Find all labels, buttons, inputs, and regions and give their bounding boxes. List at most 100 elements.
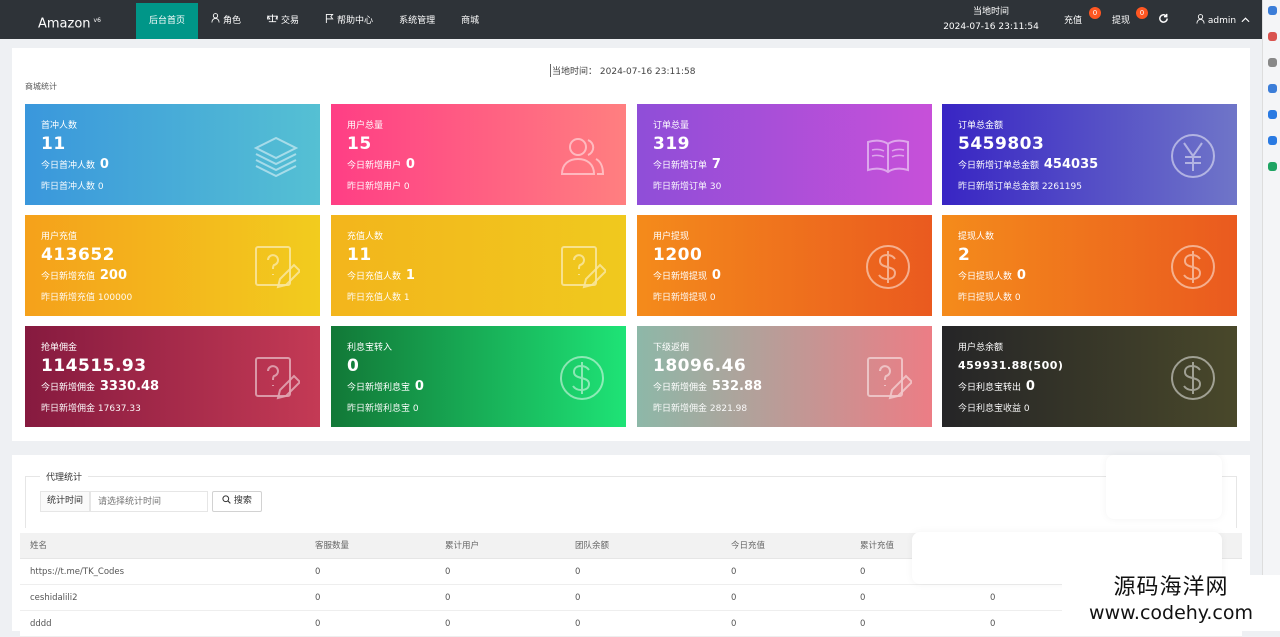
edit-icon: [252, 354, 302, 402]
nav-item-1[interactable]: 角色: [198, 3, 254, 39]
stat-card-title: 用户充值: [41, 232, 78, 242]
withdraw-label: 提现: [1112, 16, 1131, 26]
stat-card-yesterday: 昨日首冲人数 0: [41, 179, 104, 192]
nav-item-2[interactable]: 交易: [254, 3, 312, 39]
stat-card-today: 今日新增订单 7: [653, 157, 721, 172]
yesterday-value: 0: [412, 404, 419, 414]
stat-time-input[interactable]: [90, 491, 208, 512]
today-label: 今日新增利息宝: [347, 383, 411, 393]
extension-icon[interactable]: [1268, 58, 1277, 67]
withdraw-button[interactable]: 提现: [1112, 0, 1130, 39]
yesterday-label: 昨日新增用户: [347, 182, 402, 192]
table-cell: 0: [445, 567, 451, 577]
today-label: 今日充值人数: [347, 272, 402, 282]
stat-card-today: 今日首冲人数 0: [41, 157, 109, 172]
stat-card-title: 抢单佣金: [41, 343, 78, 353]
table-row[interactable]: ceshidalili2 0 0 0 0 0 0: [20, 585, 1242, 611]
today-label: 今日新增佣金: [41, 383, 96, 393]
yesterday-value: 17637.33: [97, 404, 141, 414]
dollar-icon: [1169, 243, 1217, 291]
browser-extension-strip: [1262, 0, 1280, 631]
table-cell: 0: [315, 619, 321, 629]
watermark-line1: 源码海洋网: [1113, 575, 1229, 600]
stat-card-yesterday: 今日利息宝收益 0: [958, 401, 1030, 414]
stat-card-yesterday: 昨日新增利息宝 0: [347, 401, 419, 414]
user-menu[interactable]: admin: [1196, 0, 1250, 39]
nav-item-label: 交易: [281, 16, 300, 26]
stat-card: 抢单佣金 114515.93 今日新增佣金 3330.48 昨日新增佣金 17637.…: [25, 326, 320, 427]
scale-icon: [266, 3, 280, 39]
watermark-line2: www.codehy.com: [1089, 602, 1253, 624]
today-label: 今日提现人数: [958, 272, 1013, 282]
table-cell: 0: [731, 619, 737, 629]
yesterday-label: 昨日新增佣金: [653, 404, 708, 414]
stat-card-title: 利息宝转入: [347, 343, 393, 353]
current-time-value: 2024-07-16 23:11:58: [599, 67, 696, 77]
search-label: 搜索: [233, 496, 252, 506]
stat-card: 提现人数 2 今日提现人数 0 昨日提现人数 0: [942, 215, 1237, 316]
top-navbar: Amazon v6 后台首页 角色 交易 帮助中心 系统管理 商城 当地时间 2024-07…: [0, 0, 1262, 39]
yesterday-label: 昨日首冲人数: [41, 182, 96, 192]
search-button[interactable]: 搜索: [212, 491, 262, 512]
nav-item-3[interactable]: 帮助中心: [312, 3, 386, 39]
table-cell: 0: [445, 619, 451, 629]
stat-card-value: 5459803: [958, 134, 1045, 154]
app-logo[interactable]: Amazon v6: [38, 0, 101, 44]
extension-icon[interactable]: [1268, 84, 1277, 93]
column-header[interactable]: 姓名: [30, 541, 48, 551]
stat-card-value: 15: [347, 134, 372, 154]
chevron-up-icon: [1241, 17, 1250, 23]
stat-card-title: 用户总余额: [958, 343, 1004, 353]
yesterday-value: 1: [403, 293, 410, 303]
column-header[interactable]: 客服数量: [315, 541, 350, 551]
today-value: 200: [99, 268, 128, 283]
yesterday-label: 昨日新增佣金: [41, 404, 96, 414]
refresh-icon: [1159, 13, 1168, 23]
edit-icon: [252, 243, 302, 291]
today-value: 0: [1016, 268, 1026, 283]
yesterday-label: 昨日新增提现: [653, 293, 708, 303]
edit-icon: [864, 354, 914, 402]
column-header[interactable]: 累计充值: [860, 541, 895, 551]
column-header[interactable]: 今日充值: [731, 541, 766, 551]
today-value: 7: [711, 157, 721, 172]
nav-item-0[interactable]: 后台首页: [136, 3, 199, 39]
stat-card-today: 今日新增订单总金额 454035: [958, 157, 1098, 172]
extension-icon[interactable]: [1268, 32, 1277, 41]
today-value: 0: [414, 379, 424, 394]
table-cell: 0: [990, 619, 996, 629]
stat-card: 订单总金额 5459803 今日新增订单总金额 454035 昨日新增订单总金额 22…: [942, 104, 1237, 205]
yesterday-value: 0: [709, 293, 716, 303]
flag-icon: [325, 3, 334, 39]
nav-item-label: 帮助中心: [337, 16, 374, 26]
extension-icon[interactable]: [1268, 136, 1277, 145]
stat-card: 用户提现 1200 今日新增提现 0 昨日新增提现 0: [637, 215, 932, 316]
stat-card-title: 下级返佣: [653, 343, 690, 353]
extension-icon[interactable]: [1268, 162, 1277, 171]
today-value: 0: [711, 268, 721, 283]
recharge-button[interactable]: 充值: [1064, 0, 1082, 39]
dollar-icon: [1169, 354, 1217, 402]
table-row[interactable]: dddd 0 0 0 0 0 0: [20, 611, 1242, 637]
stat-card-value: 0: [347, 356, 360, 376]
table-cell: 0: [575, 619, 581, 629]
today-label: 今日新增充值: [41, 272, 96, 282]
table-cell: dddd: [30, 619, 52, 629]
yesterday-value: 0: [1014, 293, 1021, 303]
extension-icon[interactable]: [1268, 6, 1277, 15]
stat-card-today: 今日充值人数 1: [347, 268, 415, 283]
stat-card: 用户总余额 459931.88(500) 今日利息宝转出 0 今日利息宝收益 0: [942, 326, 1237, 427]
refresh-button[interactable]: [1158, 0, 1169, 39]
nav-item-5[interactable]: 商城: [448, 3, 492, 39]
user-icon: [1196, 14, 1205, 24]
stat-card-value: 11: [41, 134, 66, 154]
extension-icon[interactable]: [1268, 110, 1277, 119]
column-header[interactable]: 累计用户: [445, 541, 480, 551]
main-nav: 后台首页 角色 交易 帮助中心 系统管理 商城: [136, 3, 492, 39]
column-header[interactable]: 团队余额: [575, 541, 610, 551]
today-label: 今日新增订单总金额: [958, 161, 1040, 171]
layers-icon: [252, 132, 300, 180]
table-cell: 0: [860, 593, 866, 603]
recharge-badge: 0: [1089, 7, 1101, 19]
nav-item-4[interactable]: 系统管理: [386, 3, 448, 39]
